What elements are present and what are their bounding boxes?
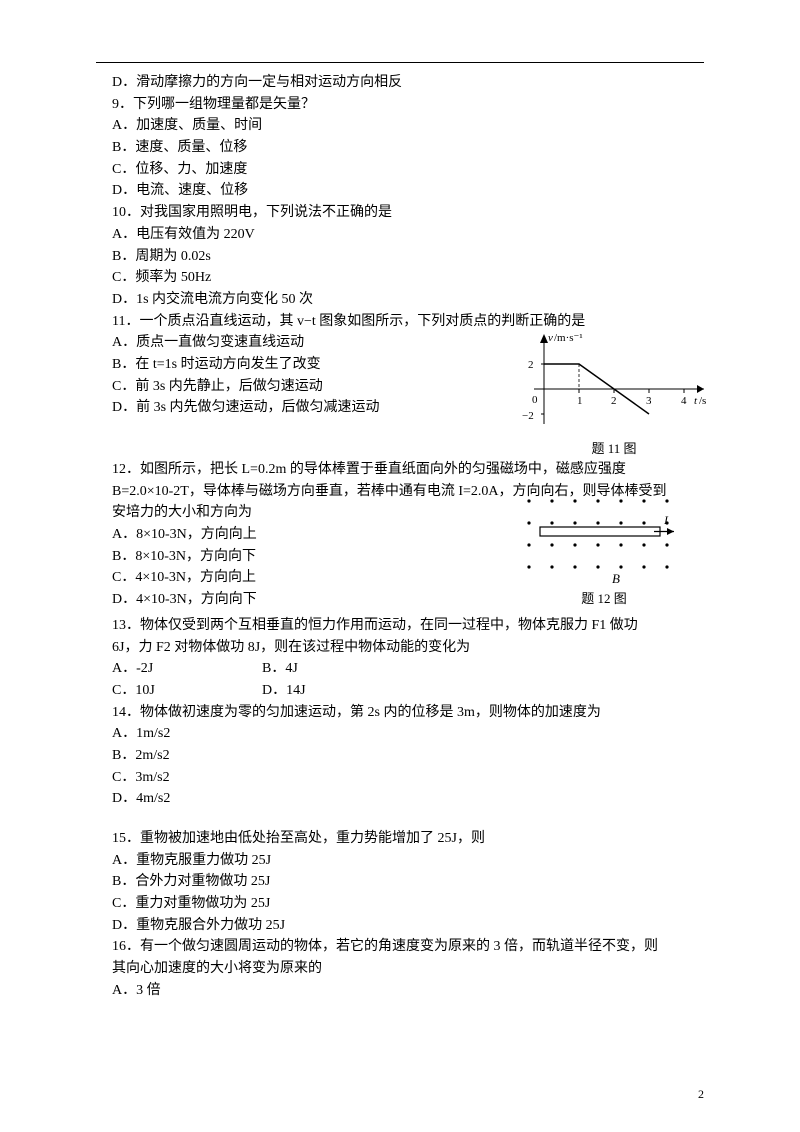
q16-stem-1: 16．有一个做匀速圆周运动的物体，若它的角速度变为原来的 3 倍，而轨道半径不变…	[112, 936, 704, 958]
vt-graph-svg: 1 2 3 4 0 2 −2 v /m·s⁻¹ t /s	[514, 329, 714, 439]
q15-option-b: B．合外力对重物做功 25J	[112, 871, 704, 893]
q10-option-b: B．周期为 0.02s	[112, 246, 704, 268]
q10-option-a: A．电压有效值为 220V	[112, 224, 704, 246]
top-horizontal-rule	[96, 62, 704, 63]
q10-stem: 10．对我国家用照明电，下列说法不正确的是	[112, 202, 704, 224]
q9-option-b: B．速度、质量、位移	[112, 137, 704, 159]
svg-text:/m·s⁻¹: /m·s⁻¹	[554, 332, 583, 344]
figure-12-caption: 题 12 图	[514, 589, 694, 609]
q14-option-b: B．2m/s2	[112, 745, 704, 767]
svg-text:2: 2	[611, 395, 617, 407]
figure-11-caption: 题 11 图	[514, 439, 714, 459]
q14-option-c: C．3m/s2	[112, 767, 704, 789]
q9-stem: 9．下列哪一组物理量都是矢量？	[112, 94, 704, 116]
q13-option-a: A．-2J	[112, 658, 262, 680]
svg-text:I: I	[663, 513, 669, 527]
svg-text:t: t	[694, 395, 698, 407]
svg-text:v: v	[548, 332, 553, 344]
svg-text:3: 3	[646, 395, 652, 407]
q8-option-d: D．滑动摩擦力的方向一定与相对运动方向相反	[112, 72, 704, 94]
q9-option-a: A．加速度、质量、时间	[112, 115, 704, 137]
svg-text:2: 2	[528, 359, 534, 371]
q15-stem: 15．重物被加速地由低处抬至高处，重力势能增加了 25J，则	[112, 828, 704, 850]
q10-option-c: C．频率为 50Hz	[112, 267, 704, 289]
figure-12-magnetic-field: I B 题 12 图	[514, 489, 694, 609]
q14-option-d: D．4m/s2	[112, 788, 704, 810]
q13-stem-1: 13．物体仅受到两个互相垂直的恒力作用而运动，在同一过程中，物体克服力 F1 做…	[112, 615, 704, 637]
exam-content: D．滑动摩擦力的方向一定与相对运动方向相反 9．下列哪一组物理量都是矢量？ A．…	[112, 72, 704, 1002]
q9-option-d: D．电流、速度、位移	[112, 180, 704, 202]
q13-option-b: B．4J	[262, 658, 298, 680]
q15-option-a: A．重物克服重力做功 25J	[112, 850, 704, 872]
q13-stem-2: 6J，力 F2 对物体做功 8J，则在该过程中物体动能的变化为	[112, 637, 704, 659]
q15-option-c: C．重力对重物做功为 25J	[112, 893, 704, 915]
svg-text:B: B	[612, 571, 620, 586]
q15-option-d: D．重物克服合外力做功 25J	[112, 915, 704, 937]
q9-option-c: C．位移、力、加速度	[112, 159, 704, 181]
q14-option-a: A．1m/s2	[112, 723, 704, 745]
q12-stem-1: 12．如图所示，把长 L=0.2m 的导体棒置于垂直纸面向外的匀强磁场中，磁感应…	[112, 459, 704, 481]
q13-option-c: C．10J	[112, 680, 262, 702]
q16-stem-2: 其向心加速度的大小将变为原来的	[112, 958, 704, 980]
svg-text:−2: −2	[522, 410, 534, 422]
svg-text:4: 4	[681, 395, 687, 407]
svg-text:/s: /s	[699, 395, 706, 407]
figure-11-vt-graph: 1 2 3 4 0 2 −2 v /m·s⁻¹ t /s 题 11 图	[514, 329, 714, 449]
magnetic-field-svg: I B	[514, 489, 694, 589]
q14-stem: 14．物体做初速度为零的匀加速运动，第 2s 内的位移是 3m，则物体的加速度为	[112, 702, 704, 724]
svg-text:1: 1	[577, 395, 583, 407]
page-number: 2	[698, 1085, 704, 1104]
q13-option-d: D．14J	[262, 680, 306, 702]
q10-option-d: D．1s 内交流电流方向变化 50 次	[112, 289, 704, 311]
svg-text:0: 0	[532, 394, 538, 406]
q16-option-a: A．3 倍	[112, 980, 704, 1002]
